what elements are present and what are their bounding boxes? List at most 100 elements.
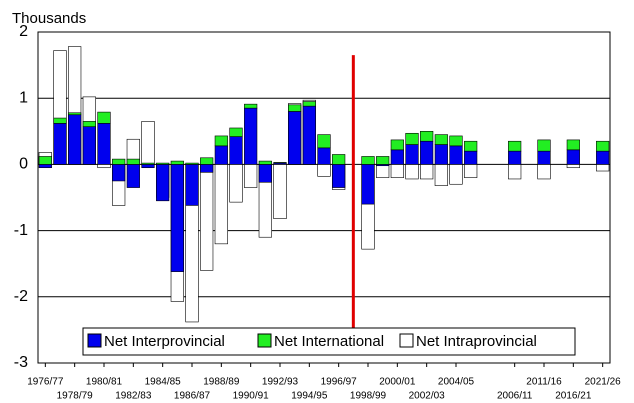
bar-intraprovincial	[244, 164, 258, 188]
bar-international	[449, 135, 463, 147]
bar-intraprovincial	[596, 164, 610, 172]
bar-international	[566, 139, 580, 151]
bar-interprovincial	[229, 136, 243, 165]
x-tick-label: 1978/79	[57, 391, 94, 402]
bar-interprovincial	[170, 164, 184, 272]
bar-interprovincial	[332, 164, 346, 188]
x-tick-label: 1990/91	[233, 391, 270, 402]
legend-swatch	[87, 333, 102, 348]
bar-intraprovincial	[566, 164, 580, 169]
bar-interprovincial	[434, 144, 448, 165]
y-tick-label: -1	[14, 222, 28, 239]
bar-interprovincial	[112, 164, 126, 182]
y-tick-label: -2	[14, 288, 28, 305]
bar-international	[288, 104, 302, 112]
bar-intraprovincial	[97, 164, 111, 169]
bar-international	[53, 117, 67, 124]
bar-international	[97, 111, 111, 124]
bar-intraprovincial	[141, 121, 155, 165]
legend-label: Net Intraprovincial	[416, 333, 537, 350]
x-tick-label: 1992/93	[262, 377, 299, 388]
bar-international	[390, 139, 404, 151]
bar-interprovincial	[288, 111, 302, 165]
bar-intraprovincial	[317, 164, 331, 177]
bar-international	[508, 140, 522, 152]
bar-international	[376, 156, 390, 165]
bar-intraprovincial	[405, 164, 419, 180]
bar-interprovincial	[38, 164, 52, 169]
bar-interprovincial	[390, 149, 404, 165]
bar-interprovincial	[537, 150, 551, 165]
bar-international	[464, 140, 478, 152]
bar-intraprovincial	[449, 164, 463, 185]
bar-international	[200, 157, 214, 165]
bar-international	[126, 158, 140, 165]
bar-international	[405, 132, 419, 145]
bar-international	[38, 156, 52, 165]
x-tick-label: 2021/26	[585, 377, 622, 388]
x-tick-label: 1994/95	[291, 391, 328, 402]
bar-interprovincial	[82, 126, 96, 165]
legend-swatch	[399, 333, 414, 348]
bar-interprovincial	[566, 149, 580, 165]
plot-frame	[37, 31, 611, 364]
y-tick-label: -3	[14, 354, 28, 371]
x-tick-label: 2016/21	[555, 391, 592, 402]
bar-international	[258, 160, 272, 165]
bar-international	[229, 127, 243, 137]
x-tick-label: 2000/01	[379, 377, 416, 388]
bar-international	[273, 162, 287, 164]
bar-international	[537, 139, 551, 152]
bar-interprovincial	[258, 164, 272, 183]
bar-international	[361, 156, 375, 165]
x-tick-label: 1976/77	[27, 377, 64, 388]
x-tick-label: 2011/16	[526, 377, 562, 388]
bar-international	[141, 162, 155, 165]
bar-interprovincial	[420, 140, 434, 165]
bar-interprovincial	[68, 114, 82, 165]
x-tick-label: 2004/05	[438, 377, 475, 388]
bar-interprovincial	[156, 164, 170, 202]
legend-box	[82, 327, 576, 356]
x-tick-label: 1984/85	[145, 377, 182, 388]
bar-intraprovincial	[273, 164, 287, 219]
bar-interprovincial	[405, 144, 419, 165]
bar-interprovincial	[449, 145, 463, 165]
bar-interprovincial	[141, 164, 155, 169]
legend-swatch	[257, 333, 272, 348]
bar-intraprovincial	[390, 164, 404, 178]
bar-international	[156, 162, 170, 165]
bar-intraprovincial	[229, 164, 243, 203]
legend-label: Net Interprovincial	[104, 333, 225, 350]
bar-international	[244, 103, 258, 109]
bar-international	[185, 162, 199, 165]
x-tick-label: 1986/87	[174, 391, 211, 402]
bar-international	[112, 158, 126, 165]
legend-label: Net International	[274, 333, 384, 350]
bar-international	[82, 121, 96, 127]
bar-interprovincial	[508, 150, 522, 165]
bar-international	[420, 131, 434, 142]
x-tick-label: 1998/99	[350, 391, 387, 402]
bar-interprovincial	[200, 164, 214, 173]
bar-interprovincial	[244, 107, 258, 165]
bar-interprovincial	[53, 123, 67, 165]
bar-intraprovincial	[200, 164, 214, 271]
bar-international	[170, 160, 184, 165]
bar-intraprovincial	[214, 164, 228, 245]
x-tick-label: 1996/97	[321, 377, 358, 388]
bar-interprovincial	[596, 150, 610, 165]
x-tick-label: 2002/03	[409, 391, 446, 402]
bar-interprovincial	[317, 147, 331, 165]
y-axis-label: Thousands	[12, 10, 86, 27]
bar-international	[596, 140, 610, 152]
bar-intraprovincial	[420, 164, 434, 180]
bar-intraprovincial	[508, 164, 522, 180]
bar-intraprovincial	[464, 164, 478, 178]
bar-interprovincial	[214, 145, 228, 165]
bar-interprovincial	[464, 150, 478, 165]
bar-interprovincial	[126, 164, 140, 188]
bar-intraprovincial	[537, 164, 551, 180]
bar-intraprovincial	[376, 164, 390, 178]
bar-international	[317, 134, 331, 149]
